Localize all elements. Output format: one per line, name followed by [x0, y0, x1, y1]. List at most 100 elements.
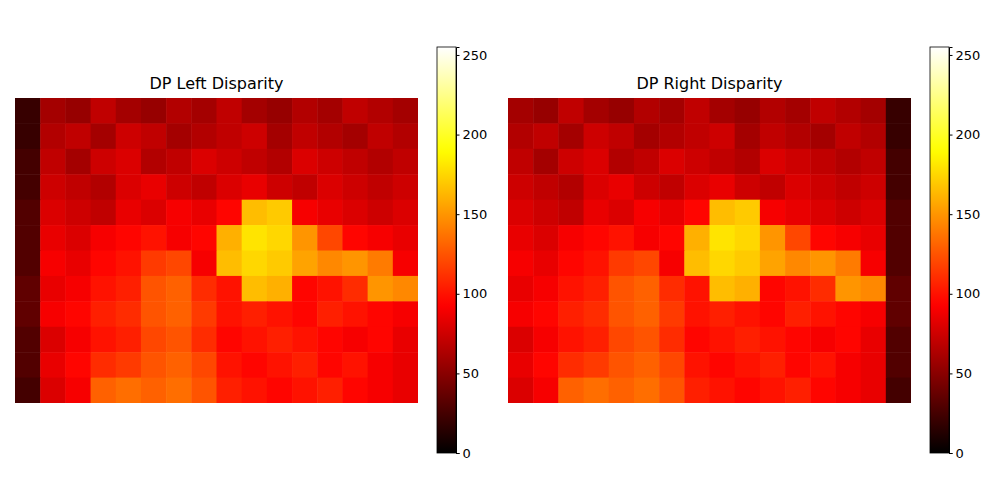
cell	[217, 225, 243, 251]
colorbar-tick-label: 150	[956, 207, 981, 222]
cell	[217, 378, 243, 403]
cell	[267, 251, 293, 277]
cell	[810, 149, 836, 175]
cell	[267, 378, 293, 403]
cell	[317, 352, 343, 378]
cell	[166, 174, 192, 200]
cell	[760, 276, 786, 302]
cell	[584, 301, 610, 327]
cell	[785, 378, 811, 403]
cell	[533, 251, 559, 277]
cell	[292, 378, 318, 403]
cell	[116, 378, 142, 403]
cell	[810, 225, 836, 251]
cell	[393, 251, 418, 277]
cell	[292, 123, 318, 149]
cell	[393, 225, 418, 251]
cell	[735, 174, 761, 200]
cell	[634, 123, 660, 149]
colorbar-tick: 0	[456, 446, 471, 461]
cell	[785, 123, 811, 149]
cell	[317, 174, 343, 200]
cell	[710, 98, 736, 124]
cell	[65, 352, 91, 378]
cell	[191, 225, 217, 251]
cell	[91, 225, 117, 251]
cell	[835, 352, 861, 378]
cell	[267, 123, 293, 149]
cell	[760, 327, 786, 353]
cell	[368, 123, 394, 149]
cell	[40, 327, 66, 353]
cell	[141, 251, 167, 277]
cell	[508, 200, 534, 226]
cell	[141, 352, 167, 378]
cell	[861, 327, 887, 353]
cell	[15, 276, 41, 302]
colorbar-tick-mark	[456, 294, 460, 295]
cell	[166, 225, 192, 251]
cell	[342, 327, 368, 353]
cell	[634, 98, 660, 124]
cell	[861, 225, 887, 251]
cell	[141, 174, 167, 200]
cell	[735, 149, 761, 175]
cell	[835, 378, 861, 403]
cell	[810, 251, 836, 277]
cell	[368, 98, 394, 124]
cell	[584, 225, 610, 251]
cell	[785, 200, 811, 226]
cell	[861, 174, 887, 200]
cell	[368, 200, 394, 226]
cell	[533, 98, 559, 124]
cell	[292, 200, 318, 226]
cell	[292, 276, 318, 302]
cell	[508, 174, 534, 200]
cell	[91, 200, 117, 226]
cell	[166, 200, 192, 226]
cell	[65, 98, 91, 124]
cell	[533, 123, 559, 149]
cell	[368, 251, 394, 277]
colorbar-tick: 250	[949, 48, 980, 63]
cell	[584, 276, 610, 302]
cell	[191, 123, 217, 149]
cell	[267, 276, 293, 302]
cell	[217, 251, 243, 277]
cell	[393, 98, 418, 124]
cell	[558, 276, 584, 302]
cell	[735, 352, 761, 378]
cells	[15, 98, 418, 403]
cell	[659, 200, 685, 226]
colorbar-tick-label: 250	[956, 48, 981, 63]
cell	[242, 200, 268, 226]
cell	[659, 378, 685, 403]
colorbar-tick-label: 0	[956, 446, 964, 461]
cell	[91, 301, 117, 327]
colorbar-tick-mark	[456, 373, 460, 374]
cell	[191, 251, 217, 277]
cell	[735, 301, 761, 327]
cell	[684, 352, 710, 378]
colorbar-tick-label: 50	[956, 366, 973, 381]
colorbar-tick-mark	[456, 135, 460, 136]
colorbar-tick-label: 250	[463, 48, 488, 63]
cell	[91, 251, 117, 277]
colorbar	[437, 47, 456, 453]
cell	[810, 378, 836, 403]
cell	[634, 301, 660, 327]
cell	[65, 174, 91, 200]
cell	[242, 251, 268, 277]
cell	[217, 200, 243, 226]
cell	[91, 276, 117, 302]
cell	[886, 378, 911, 403]
cell	[835, 225, 861, 251]
cell	[861, 301, 887, 327]
cell	[141, 225, 167, 251]
cell	[886, 301, 911, 327]
cell	[508, 123, 534, 149]
cell	[659, 352, 685, 378]
cell	[735, 225, 761, 251]
colorbar-tick-mark	[949, 55, 953, 56]
cell	[191, 276, 217, 302]
